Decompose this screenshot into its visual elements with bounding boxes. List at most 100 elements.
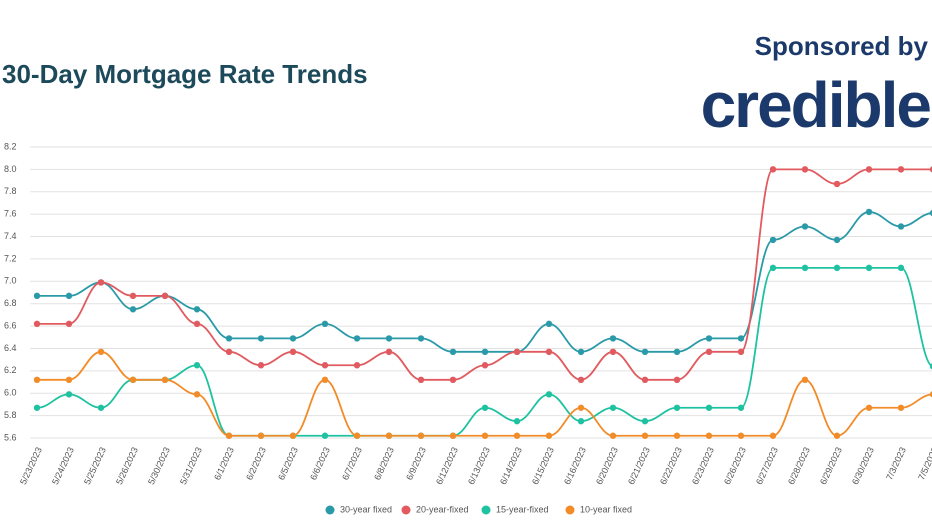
data-point xyxy=(929,363,932,370)
data-point xyxy=(193,391,201,398)
data-point xyxy=(385,348,393,356)
x-tick-label: 6/14/2023 xyxy=(498,446,524,487)
x-tick-label: 6/23/2023 xyxy=(690,446,716,487)
data-point xyxy=(385,335,393,342)
x-tick-label: 6/8/2023 xyxy=(372,446,396,482)
y-tick-label: 7.6 xyxy=(4,209,17,219)
data-point xyxy=(865,208,873,216)
data-point xyxy=(929,209,932,217)
data-point xyxy=(897,404,905,411)
data-point xyxy=(193,362,201,369)
data-point xyxy=(929,166,932,173)
data-point xyxy=(161,376,169,383)
x-tick-label: 5/23/2023 xyxy=(18,446,44,487)
sponsor-text: Sponsored by xyxy=(755,31,929,61)
legend-marker xyxy=(565,505,575,515)
y-tick-label: 6.2 xyxy=(4,365,17,375)
data-point xyxy=(417,335,425,342)
x-tick-label: 7/3/2023 xyxy=(884,446,908,482)
data-point xyxy=(609,348,617,356)
data-point xyxy=(545,320,553,328)
data-point xyxy=(865,404,873,411)
y-tick-label: 7.8 xyxy=(4,186,17,196)
data-point xyxy=(673,376,681,383)
data-point xyxy=(513,432,521,439)
data-point xyxy=(385,432,393,439)
data-point xyxy=(833,264,841,272)
x-tick-label: 6/26/2023 xyxy=(722,446,748,487)
data-point xyxy=(769,236,777,244)
logo: credible xyxy=(701,69,931,141)
data-point xyxy=(65,376,73,383)
x-tick-label: 6/29/2023 xyxy=(818,446,844,487)
legend-label: 20-year-fixed xyxy=(416,504,469,514)
x-tick-label: 6/6/2023 xyxy=(308,446,332,482)
x-tick-label: 6/5/2023 xyxy=(276,446,300,482)
data-point xyxy=(481,362,489,369)
data-point xyxy=(257,362,265,369)
data-point xyxy=(129,292,137,300)
data-point xyxy=(129,306,137,313)
data-point xyxy=(65,320,73,328)
data-point xyxy=(865,166,873,173)
data-point xyxy=(737,348,745,356)
data-point xyxy=(737,404,745,411)
y-tick-label: 7.0 xyxy=(4,276,17,286)
y-tick-label: 7.2 xyxy=(4,253,17,263)
x-tick-label: 5/24/2023 xyxy=(50,446,76,487)
data-point xyxy=(257,432,265,439)
x-tick-label: 6/15/2023 xyxy=(530,446,556,487)
data-point xyxy=(321,432,329,439)
data-point xyxy=(161,292,169,300)
legend-marker xyxy=(401,505,411,515)
data-point xyxy=(225,432,233,439)
data-point xyxy=(833,236,841,244)
legend-label: 10-year fixed xyxy=(580,504,632,514)
data-point xyxy=(545,348,553,356)
data-point xyxy=(577,418,585,425)
x-tick-label: 5/31/2023 xyxy=(178,446,204,487)
legend-label: 15-year-fixed xyxy=(496,504,549,514)
data-point xyxy=(33,404,41,411)
data-point xyxy=(641,376,649,383)
data-point xyxy=(769,432,777,439)
x-tick-label: 5/25/2023 xyxy=(82,446,108,487)
data-point xyxy=(865,264,873,272)
data-point xyxy=(705,348,713,356)
data-point xyxy=(33,292,41,300)
data-point xyxy=(481,404,489,411)
data-point xyxy=(673,348,681,356)
y-tick-label: 5.6 xyxy=(4,432,17,442)
data-point xyxy=(225,348,233,356)
data-point xyxy=(897,264,905,272)
x-tick-label: 6/13/2023 xyxy=(466,446,492,487)
data-point xyxy=(353,432,361,439)
data-point xyxy=(33,376,41,383)
data-point xyxy=(641,348,649,356)
data-point xyxy=(449,376,457,383)
data-point xyxy=(97,279,105,286)
data-point xyxy=(769,166,777,173)
series-line xyxy=(37,211,932,353)
data-point xyxy=(353,362,361,369)
data-point xyxy=(449,432,457,439)
x-tick-label: 6/7/2023 xyxy=(340,446,364,482)
x-tick-label: 6/12/2023 xyxy=(434,446,460,487)
data-point xyxy=(833,432,841,439)
data-point xyxy=(513,418,521,425)
x-tick-label: 6/21/2023 xyxy=(626,446,652,487)
data-point xyxy=(737,432,745,439)
x-tick-label: 6/16/2023 xyxy=(562,446,588,487)
y-tick-label: 6.4 xyxy=(4,343,17,353)
data-point xyxy=(321,362,329,369)
y-tick-label: 5.8 xyxy=(4,410,17,420)
x-tick-label: 6/2/2023 xyxy=(244,446,268,482)
x-tick-label: 5/30/2023 xyxy=(146,446,172,487)
x-tick-label: 6/28/2023 xyxy=(786,446,812,487)
data-point xyxy=(609,432,617,439)
data-point xyxy=(481,348,489,356)
data-point xyxy=(769,264,777,272)
data-point xyxy=(417,432,425,439)
data-point xyxy=(673,404,681,411)
y-tick-label: 6.6 xyxy=(4,320,17,330)
